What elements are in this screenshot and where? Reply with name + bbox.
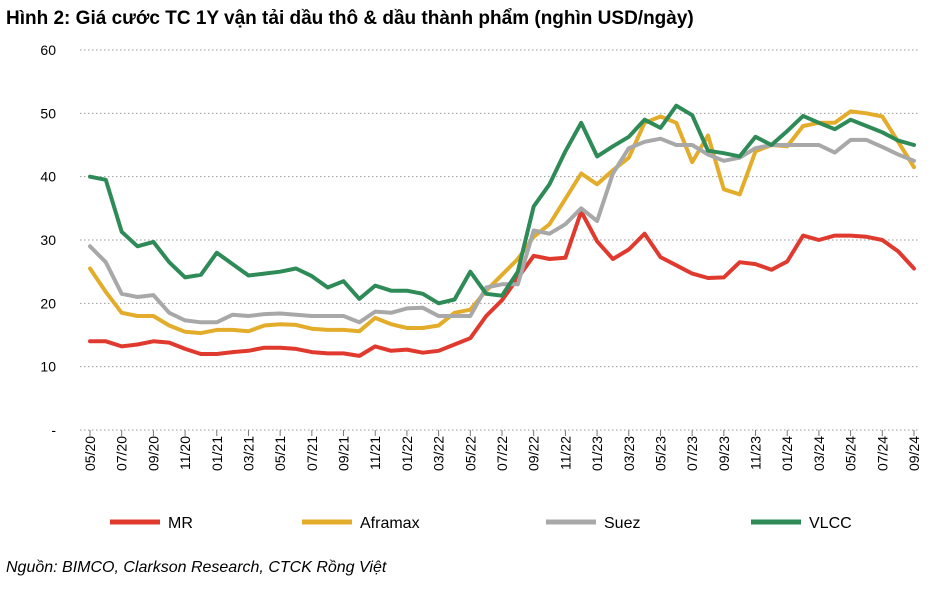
x-tick-label: 05/23 [652, 436, 668, 471]
x-tick-label: 07/24 [874, 436, 890, 471]
x-tick-label: 09/21 [336, 436, 352, 471]
y-axis: - 10 20 30 40 50 60 [40, 42, 56, 438]
x-tick-label: 05/20 [82, 436, 98, 471]
x-tick-label: 09/23 [716, 436, 732, 471]
x-tick-label: 11/21 [367, 436, 383, 470]
y-tick-label: - [51, 422, 56, 438]
x-tick-label: 11/23 [748, 436, 764, 470]
gridlines [80, 49, 920, 431]
x-tick-label: 01/24 [779, 436, 795, 471]
x-tick-label: 05/24 [843, 436, 859, 471]
y-tick-label: 40 [40, 169, 56, 185]
x-tick-label: 01/22 [399, 436, 415, 471]
chart-title: Hình 2: Giá cước TC 1Y vận tải dầu thô &… [6, 8, 694, 29]
legend-label-aframax: Aframax [360, 515, 420, 532]
y-tick-label: 50 [40, 105, 56, 121]
series-lines [88, 103, 916, 358]
x-tick-label: 07/21 [304, 436, 320, 471]
series-line-mr [88, 209, 916, 358]
x-axis: 05/20 07/20 09/20 11/20 01/21 03/21 05/21 07/21… [82, 430, 922, 471]
legend-label-vlcc: VLCC [809, 515, 852, 532]
legend-label-suez: Suez [604, 515, 640, 532]
x-tick-label: 11/22 [557, 436, 573, 470]
y-tick-label: 30 [40, 232, 56, 248]
x-tick-label: 01/23 [589, 436, 605, 471]
legend: MR Aframax Suez VLCC [110, 515, 852, 532]
x-tick-label: 09/24 [906, 436, 922, 471]
x-tick-label: 03/22 [431, 436, 447, 471]
x-tick-label: 03/24 [811, 436, 827, 471]
x-tick-label: 05/22 [462, 436, 478, 471]
y-tick-label: 60 [40, 42, 56, 58]
legend-label-mr: MR [168, 515, 193, 532]
x-tick-label: 03/23 [621, 436, 637, 471]
x-tick-label: 09/22 [526, 436, 542, 471]
x-tick-label: 01/21 [209, 436, 225, 471]
series-line-suez [88, 136, 916, 325]
x-tick-label: 11/20 [177, 436, 193, 470]
series-line-vlcc [88, 103, 916, 306]
source-note: Nguồn: BIMCO, Clarkson Research, CTCK Rồ… [6, 559, 387, 576]
x-tick-label: 07/22 [494, 436, 510, 471]
x-tick-label: 07/23 [684, 436, 700, 471]
x-tick-label: 09/20 [145, 436, 161, 471]
x-tick-label: 07/20 [114, 436, 130, 471]
x-tick-label: 03/21 [240, 436, 256, 471]
y-tick-label: 10 [40, 359, 56, 375]
x-tick-label: 05/21 [272, 436, 288, 471]
y-tick-label: 20 [40, 295, 56, 311]
